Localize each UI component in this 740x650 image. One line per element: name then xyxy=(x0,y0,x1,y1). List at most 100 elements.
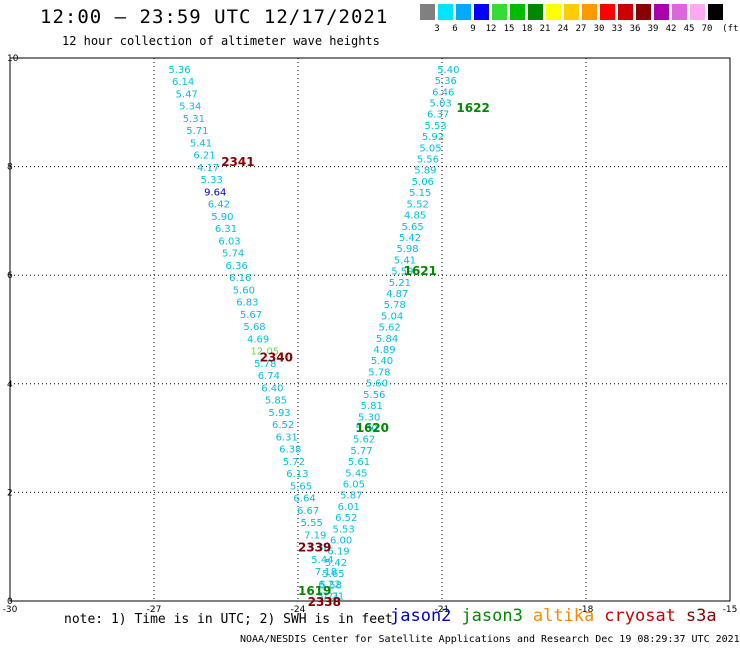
pass-number-label: 2338 xyxy=(308,595,341,609)
wave-height-value: 6.01 xyxy=(338,502,360,513)
wave-height-value: 5.58 xyxy=(320,580,342,591)
wave-height-value: 5.56 xyxy=(417,155,439,166)
wave-height-value: 4.89 xyxy=(373,345,395,356)
wave-height-value: 6.16 xyxy=(229,273,251,284)
wave-height-value: 5.93 xyxy=(268,408,290,419)
satellite-name: cryosat xyxy=(604,606,676,626)
wave-height-value: 5.68 xyxy=(243,322,265,333)
wave-height-value: 9.64 xyxy=(204,187,226,198)
wave-height-value: 5.62 xyxy=(378,323,400,334)
wave-height-value: 5.78 xyxy=(384,300,406,311)
wave-height-value: 5.06 xyxy=(412,177,434,188)
wave-height-value: 6.37 xyxy=(427,110,449,121)
wave-height-value: 5.74 xyxy=(222,249,244,260)
wave-height-value: 5.04 xyxy=(381,311,403,322)
wave-height-value: 5.30 xyxy=(308,543,330,554)
wave-height-value: 5.71 xyxy=(186,126,208,137)
credit-line: NOAA/NESDIS Center for Satellite Applica… xyxy=(240,634,740,645)
wave-height-value: 5.05 xyxy=(419,143,441,154)
legend-label: 3 xyxy=(434,24,440,34)
wave-height-value: 5.44 xyxy=(311,555,333,566)
wave-height-value: 6.03 xyxy=(218,236,240,247)
wave-height-value: 7.18 xyxy=(315,567,337,578)
wave-height-value: 5.53 xyxy=(424,121,446,132)
wave-height-value: 5.62 xyxy=(353,435,375,446)
legend-swatch xyxy=(546,4,562,20)
wave-height-value: 6.05 xyxy=(343,480,365,491)
wave-height-value: 5.61 xyxy=(348,457,370,468)
wave-height-value: 5.47 xyxy=(176,89,198,100)
wave-height-value: 5.36 xyxy=(435,76,457,87)
pass-number-label: 2339 xyxy=(298,541,331,555)
page-subtitle: 12 hour collection of altimeter wave hei… xyxy=(62,34,380,48)
lat-tick-label: 6 xyxy=(7,271,13,281)
lat-tick-label: 2 xyxy=(7,488,13,498)
wave-height-value: 5.60 xyxy=(233,285,255,296)
pass-number-label: 1619 xyxy=(298,584,331,598)
wave-height-value: 6.40 xyxy=(261,383,283,394)
legend-label: 70 xyxy=(701,24,713,34)
wave-height-value: 6.36 xyxy=(226,261,248,272)
wave-height-value: 5.78 xyxy=(254,359,276,370)
wave-height-value: 5.59 xyxy=(391,267,413,278)
satellite-name: jason3 xyxy=(461,606,523,626)
wave-height-value: 6.21 xyxy=(193,151,215,162)
wave-height-value: 5.98 xyxy=(396,244,418,255)
lon-tick-label: -18 xyxy=(579,605,594,615)
pass-number-label: 1622 xyxy=(456,101,489,115)
wave-height-value: 5.60 xyxy=(366,379,388,390)
wave-height-value: 5.84 xyxy=(376,334,398,345)
lon-tick-label: -15 xyxy=(723,605,738,615)
wave-height-value: 6.74 xyxy=(258,371,280,382)
wave-height-value: 5.45 xyxy=(345,468,367,479)
lon-tick-label: -24 xyxy=(291,605,306,615)
wave-height-value: 12.05 xyxy=(251,347,280,358)
legend-label: 42 xyxy=(665,24,677,34)
map-frame xyxy=(9,57,731,602)
legend-swatch xyxy=(654,4,670,20)
wave-height-value: 5.30 xyxy=(358,412,380,423)
legend-label: 21 xyxy=(539,24,551,34)
legend-label: 12 xyxy=(485,24,497,34)
wave-height-value: 5.31 xyxy=(183,114,205,125)
wave-height-value: 5.87 xyxy=(340,491,362,502)
legend-label: 45 xyxy=(683,24,695,34)
wave-height-value: 6.00 xyxy=(330,536,352,547)
legend-swatch xyxy=(420,4,436,20)
wave-height-value: 6.42 xyxy=(208,200,230,211)
wave-height-value: 6.52 xyxy=(272,420,294,431)
wave-height-value: 6.52 xyxy=(335,513,357,524)
legend-swatch xyxy=(456,4,472,20)
legend-label: 27 xyxy=(575,24,587,34)
footnote: note: 1) Time is in UTC; 2) SWH is in fe… xyxy=(64,612,393,627)
wave-height-value: 4.85 xyxy=(404,211,426,222)
wave-height-value: 5.30 xyxy=(355,423,377,434)
wave-height-value: 5.40 xyxy=(437,65,459,76)
pass-number-label: 2340 xyxy=(260,351,293,365)
wave-height-value: 5.65 xyxy=(322,569,344,580)
wave-height-value: 5.53 xyxy=(333,524,355,535)
wave-height-value: 6.38 xyxy=(279,445,301,456)
wave-height-value: 5.03 xyxy=(430,98,452,109)
wave-height-value: 6.22 xyxy=(318,579,340,590)
wave-height-value: 6.14 xyxy=(172,77,194,88)
lon-tick-label: -27 xyxy=(147,605,162,615)
legend-swatch xyxy=(582,4,598,20)
legend-label: 36 xyxy=(629,24,641,34)
page-title: 12:00 – 23:59 UTC 12/17/2021 xyxy=(40,6,389,28)
legend-swatch xyxy=(492,4,508,20)
pass-number-label: 1620 xyxy=(356,421,389,435)
wave-height-value: 5.21 xyxy=(317,592,339,603)
wave-height-value: 5.42 xyxy=(399,233,421,244)
legend-label: 6 xyxy=(452,24,458,34)
lon-tick-label: -21 xyxy=(435,605,450,615)
wave-height-value: 5.42 xyxy=(325,558,347,569)
lat-tick-label: 4 xyxy=(7,380,13,390)
wave-height-value: 5.41 xyxy=(394,255,416,266)
legend-label: 24 xyxy=(557,24,569,34)
wave-height-value: 6.19 xyxy=(327,547,349,558)
wave-height-value: 5.92 xyxy=(422,132,444,143)
legend-swatch xyxy=(438,4,454,20)
wave-height-value: 5.56 xyxy=(363,390,385,401)
lat-tick-label: 10 xyxy=(7,54,19,64)
